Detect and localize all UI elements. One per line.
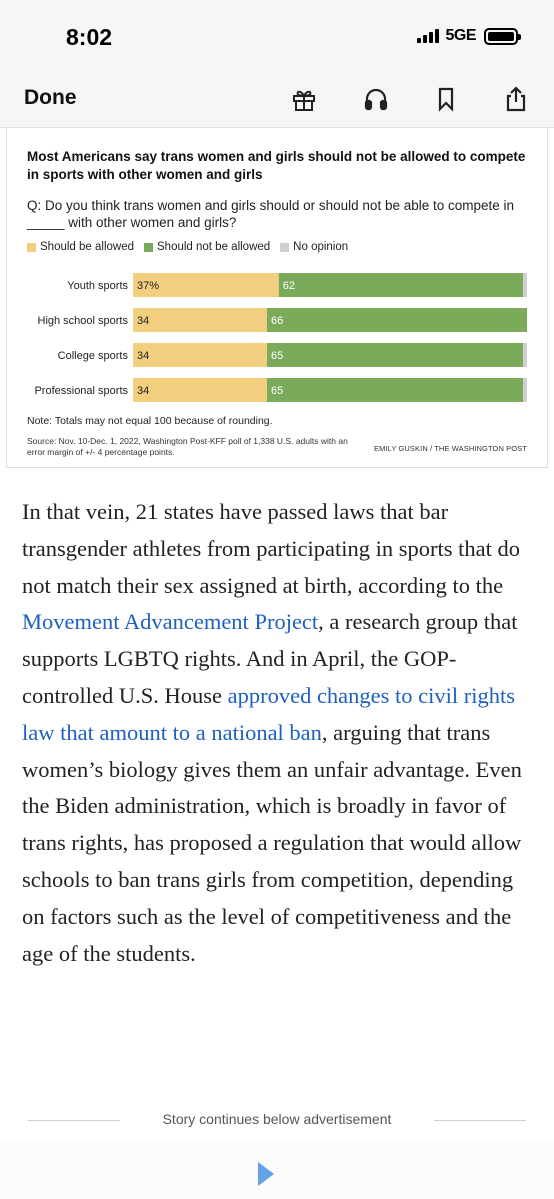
legend-item-allowed: Should be allowed [27,241,134,253]
share-icon[interactable] [502,85,530,113]
bar-segment [278,273,524,297]
stacked-bar-chart: Youth sports 37% 62 High school sports 34 66 C… [34,273,527,402]
category-label: College sports [58,350,129,362]
data-label: 65 [271,385,283,397]
chart-note: Note: Totals may not equal 100 because o… [27,415,273,427]
bar-segment [523,343,527,367]
link-movement-advancement-project[interactable]: Movement Advancement Project [22,609,319,635]
done-button[interactable]: Done [24,86,77,109]
chart-credit: EMILY GUSKIN / THE WASHINGTON POST [373,444,527,453]
data-label: 37% [137,280,159,292]
bar-segment [523,378,527,402]
headphones-icon[interactable] [362,85,390,113]
status-indicators: 5GE [417,27,521,45]
legend-item-not-allowed: Should not be allowed [144,241,270,253]
category-label: Youth sports [67,280,128,292]
battery-icon [484,27,521,45]
signal-icon [417,29,440,43]
bookmark-icon[interactable] [432,85,460,113]
bar-segment [266,378,524,402]
legend-swatch-no-opinion [280,242,290,252]
article-text-2: , a research group that supports LGBTQ r… [22,609,518,708]
play-icon[interactable] [258,1162,274,1186]
article-paragraph: In that vein, 21 states have passed laws… [22,494,534,972]
ad-label: Story continues below advertisement [162,1111,392,1127]
status-time: 8:02 [66,24,113,50]
bar-segment [133,343,267,367]
data-label: 66 [271,315,283,327]
ad-separator: Story continues below advertisement [28,1110,526,1130]
article-text-1: In that vein, 21 states have passed laws… [22,499,520,598]
status-bar: 8:02 5GE [0,0,554,70]
chart-source: Source: Nov. 10-Dec. 1, 2022, Washington… [27,436,348,457]
link-approved-changes[interactable]: approved changes to civil rights law tha… [22,682,516,745]
legend-swatch-allowed [27,242,36,252]
legend-label-allowed: Should be allowed [40,241,134,253]
article-text-3: , arguing that trans women’s bi­ology gi… [22,719,522,966]
bar-segment [523,273,527,297]
bar-segment [266,308,527,332]
bar-segment [133,308,267,332]
data-label: 62 [283,280,295,292]
network-label: 5GE [445,27,476,44]
advertisement-area[interactable] [0,1140,554,1199]
data-label: 34 [137,315,149,327]
chart-question: Q: Do you think trans women and girls sh… [27,198,515,230]
category-label: High school sports [38,315,129,327]
chart-card: Most Americans say trans women and girls… [6,128,548,468]
reader-toolbar: Done [0,70,554,128]
data-label: 34 [137,350,149,362]
chart-legend: Should be allowed Should not be allowed … [27,241,348,253]
data-label: 34 [137,385,149,397]
bar-segment [266,343,524,367]
legend-label-not-allowed: Should not be allowed [157,241,271,253]
ad-divider-left [28,1120,120,1121]
chart-title: Most Americans say trans women and girls… [27,149,526,182]
legend-label-no-opinion: No opinion [293,241,349,253]
category-label: Professional sports [34,385,128,397]
data-label: 65 [271,350,283,362]
gift-icon[interactable] [290,85,318,113]
legend-swatch-not-allowed [144,242,153,252]
legend-item-no-opinion: No opinion [280,241,348,253]
bar-segment [133,273,279,297]
bar-segment [133,378,267,402]
ad-divider-right [434,1120,526,1121]
